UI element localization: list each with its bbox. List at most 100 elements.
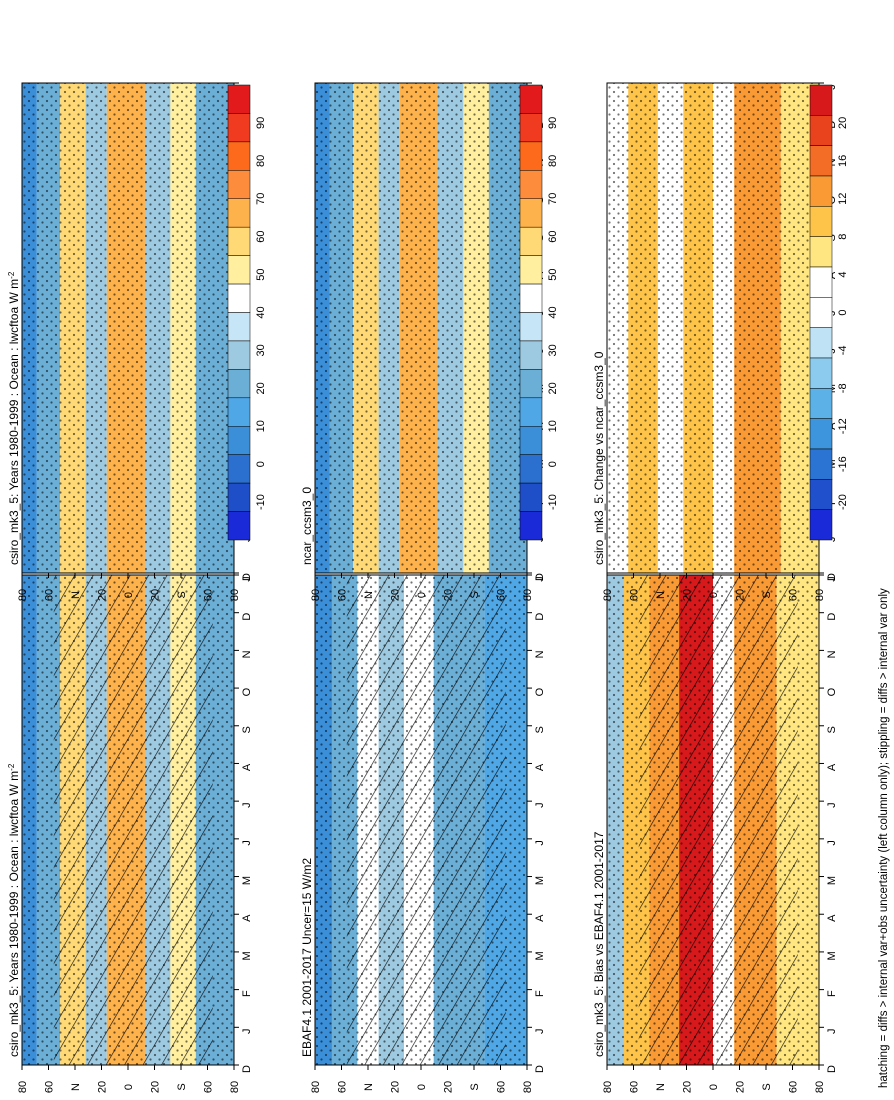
colorbar-swatch (519, 369, 543, 399)
lat-tick-label: 0 (123, 592, 135, 598)
lat-tick-label: 20 (443, 589, 455, 601)
colorbar-label: 0 (837, 309, 849, 315)
month-tick-label: J (241, 1029, 253, 1035)
colorbar-swatch (519, 482, 543, 512)
lat-tick-label: N (363, 1083, 375, 1091)
lat-tick-label: 60 (44, 1081, 56, 1093)
month-tick-label: A (826, 914, 838, 922)
month-tick-label: M (241, 876, 253, 885)
colorbar-swatch (809, 448, 833, 480)
colorbar-label: 80 (547, 155, 559, 167)
colorbar-swatch (227, 426, 251, 455)
stipple-overlay (315, 83, 527, 573)
lat-tick-label: 0 (416, 592, 428, 598)
colorbar-row-2: 20 16 12 8 4 0 -4 -8 -12 -16 -20 (809, 84, 849, 541)
colorbar-label: -8 (837, 383, 849, 393)
panel-p6: 8060N20020S6080DJFMAMJJASONDJcsiro_mk3_5… (592, 82, 838, 601)
month-tick-label: J (534, 802, 546, 808)
lat-tick-label: 80 (814, 1081, 826, 1093)
colorbar-label: 20 (837, 117, 849, 129)
month-tick-label: J (826, 576, 838, 582)
lat-tick-label: 20 (390, 1081, 402, 1093)
colorbar-row-0: 90 80 70 60 50 40 30 20 10 0 -10 (227, 84, 267, 541)
lat-tick-label: 20 (735, 1081, 747, 1093)
lat-tick-label: S (761, 591, 773, 598)
colorbar-label: -12 (837, 418, 849, 434)
month-tick-label: J (241, 576, 253, 582)
colorbar-label: 16 (837, 155, 849, 167)
colorbar-swatch (227, 141, 251, 171)
colorbar-label: 40 (255, 306, 267, 318)
colorbar-row-1: 90 80 70 60 50 40 30 20 10 0 -10 (519, 84, 559, 541)
colorbar-label: -10 (255, 494, 267, 510)
colorbar-swatch (227, 255, 251, 285)
lat-tick-label: 0 (708, 1084, 720, 1090)
colorbar-label: 20 (547, 382, 559, 394)
month-tick-label: D (826, 1065, 838, 1073)
month-tick-label: M (826, 951, 838, 960)
lat-tick-label: 0 (708, 592, 720, 598)
colorbar-label: 60 (255, 231, 267, 243)
lat-tick-label: 80 (229, 1081, 241, 1093)
lat-tick-label: S (469, 591, 481, 598)
month-tick-label: O (534, 687, 546, 696)
colorbar-swatch (227, 283, 251, 313)
colorbar-label: 70 (255, 193, 267, 205)
panel-title: csiro_mk3_5: Years 1980-1999 : Ocean : l… (7, 271, 22, 565)
lat-tick-label: 20 (682, 1081, 694, 1093)
colorbar-label: 40 (547, 306, 559, 318)
month-tick-label: D (534, 613, 546, 621)
lat-tick-label: S (469, 1083, 481, 1090)
colorbar-swatch (809, 206, 833, 237)
colorbar-swatch (519, 113, 543, 143)
colorbar-swatch (519, 170, 543, 199)
figure-footnote: hatching = diffs > internal var+obs unce… (878, 588, 890, 1088)
colorbar-swatch (227, 198, 251, 228)
colorbar-swatch (227, 312, 251, 342)
colorbar-swatch (227, 369, 251, 399)
lat-tick-label: N (655, 591, 667, 599)
month-tick-label: S (534, 726, 546, 733)
month-tick-label: N (534, 650, 546, 658)
month-tick-label: M (534, 876, 546, 885)
lat-tick-label: 60 (337, 1081, 349, 1093)
month-tick-label: D (534, 1065, 546, 1073)
month-tick-label: O (826, 687, 838, 696)
month-tick-label: F (534, 990, 546, 997)
panel-p5: 80 60 N 20 0 20 S 60 80DJFMAMJJASONDJcsiro_mk3_5… (592, 574, 838, 1093)
colorbar-swatch (519, 340, 543, 370)
colorbar-swatch (227, 511, 251, 541)
colorbar-swatch (227, 397, 251, 427)
panel-p4: 8060N20020S6080DJFMAMJJASONDJncar_ccsm3_… (300, 82, 546, 601)
colorbar-label: 10 (255, 420, 267, 432)
lat-tick-label: S (176, 591, 188, 598)
lat-tick-label: N (70, 1083, 82, 1091)
month-tick-label: F (826, 990, 838, 997)
colorbar-swatch (519, 255, 543, 285)
stipple-overlay (607, 83, 819, 573)
lat-tick-label: 0 (123, 1084, 135, 1090)
panel-title: csiro_mk3_5: Bias vs EBAF4.1 2001-2017 (592, 831, 606, 1057)
lat-tick-label: 20 (97, 589, 109, 601)
lat-tick-label: 0 (416, 1084, 428, 1090)
colorbar-label: 50 (255, 268, 267, 280)
lat-tick-label: 60 (788, 589, 800, 601)
colorbar-swatch (519, 397, 543, 427)
lat-tick-label: 20 (682, 589, 694, 601)
colorbar-swatch (809, 266, 833, 298)
lat-tick-label: 60 (337, 589, 349, 601)
month-tick-label: M (241, 951, 253, 960)
lat-tick-label: 60 (203, 589, 215, 601)
colorbar-label: 0 (255, 461, 267, 467)
colorbar-swatch (809, 357, 833, 389)
panel-title: csiro_mk3_5: Change vs ncar_ccsm3_0 (592, 351, 606, 565)
month-tick-label: J (826, 840, 838, 846)
colorbar-swatch (519, 141, 543, 171)
colorbar-swatch (809, 388, 833, 419)
month-tick-label: J (534, 1029, 546, 1035)
lat-tick-label: 20 (390, 589, 402, 601)
month-tick-label: F (241, 990, 253, 997)
colorbar-swatch (809, 236, 833, 268)
month-tick-label: D (534, 573, 546, 581)
